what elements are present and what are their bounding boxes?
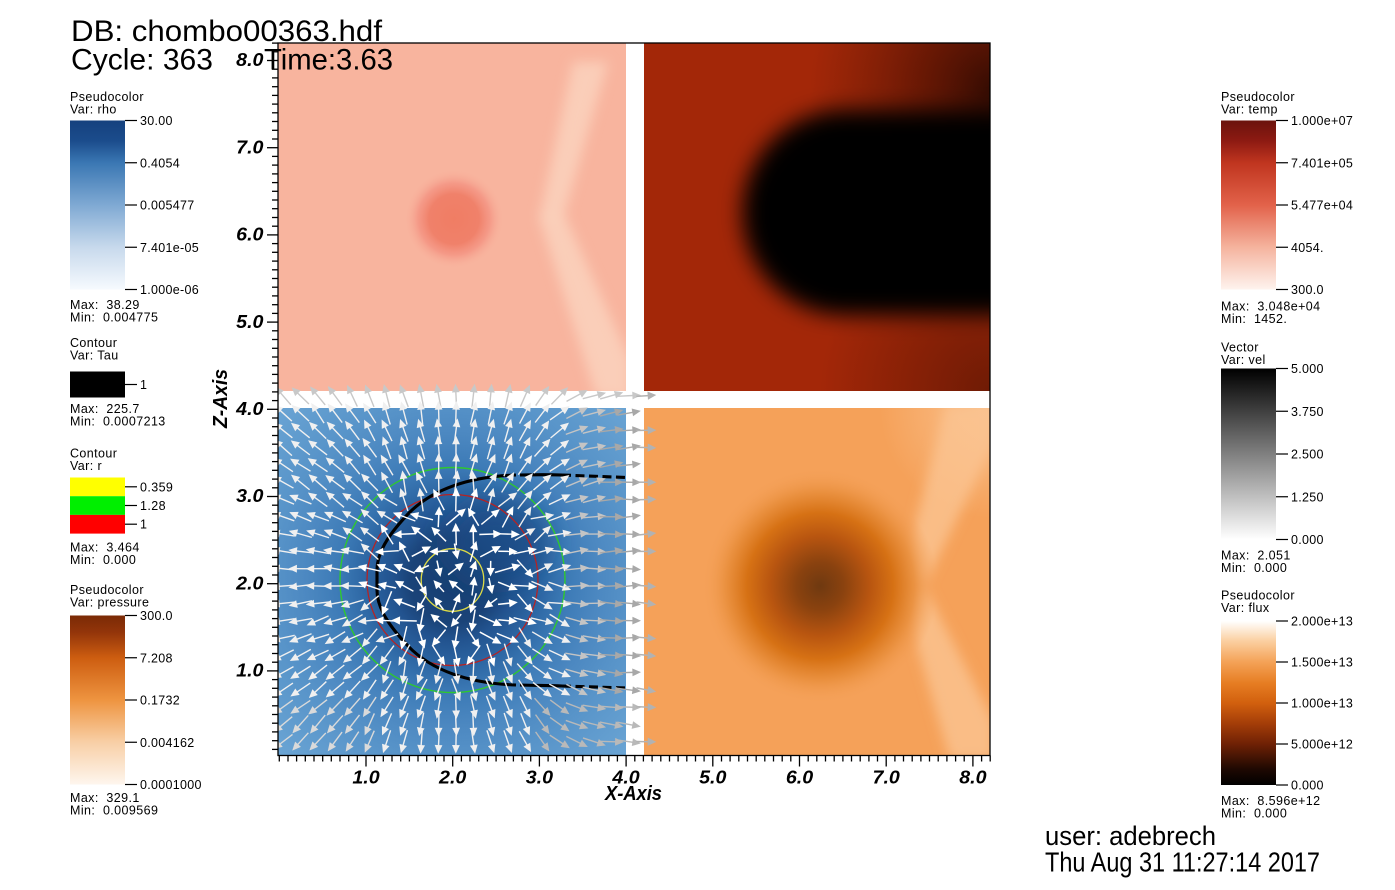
svg-text:5.0: 5.0 bbox=[699, 766, 727, 787]
svg-text:1.500e+13: 1.500e+13 bbox=[1291, 656, 1353, 670]
svg-text:Min: 1452.: Min: 1452. bbox=[1221, 312, 1287, 326]
svg-text:Min: 0.000: Min: 0.000 bbox=[1221, 807, 1287, 821]
svg-text:0.1732: 0.1732 bbox=[140, 694, 180, 708]
svg-text:Thu Aug 31 11:27:14 2017: Thu Aug 31 11:27:14 2017 bbox=[1045, 847, 1320, 878]
svg-text:2.000e+13: 2.000e+13 bbox=[1291, 615, 1353, 629]
svg-text:7.401e-05: 7.401e-05 bbox=[140, 241, 199, 255]
svg-text:8.0: 8.0 bbox=[236, 49, 264, 70]
svg-text:Min: 0.004775: Min: 0.004775 bbox=[70, 311, 158, 325]
svg-text:Vector: Vector bbox=[1221, 341, 1259, 355]
svg-text:2.500: 2.500 bbox=[1291, 448, 1324, 462]
svg-text:Contour: Contour bbox=[70, 336, 117, 350]
svg-text:Pseudocolor: Pseudocolor bbox=[1221, 589, 1295, 603]
svg-text:Time:3.63: Time:3.63 bbox=[264, 44, 393, 77]
svg-text:Var: pressure: Var: pressure bbox=[70, 596, 149, 610]
svg-text:Min: 0.000: Min: 0.000 bbox=[1221, 561, 1287, 575]
svg-text:Min: 0.009569: Min: 0.009569 bbox=[70, 804, 158, 818]
svg-text:Cycle: 363: Cycle: 363 bbox=[71, 44, 213, 77]
svg-text:1.000e-06: 1.000e-06 bbox=[140, 283, 199, 297]
svg-text:Max: 8.596e+12: Max: 8.596e+12 bbox=[1221, 794, 1320, 808]
svg-text:4.0: 4.0 bbox=[235, 398, 264, 419]
svg-text:5.0: 5.0 bbox=[236, 311, 264, 332]
svg-text:5.000: 5.000 bbox=[1291, 362, 1324, 376]
svg-text:Max: 225.7: Max: 225.7 bbox=[70, 402, 140, 416]
svg-text:1.0: 1.0 bbox=[352, 766, 380, 787]
svg-text:300.0: 300.0 bbox=[140, 609, 173, 623]
svg-text:Var: vel: Var: vel bbox=[1221, 353, 1266, 367]
svg-text:8.0: 8.0 bbox=[959, 766, 987, 787]
svg-text:Contour: Contour bbox=[70, 447, 117, 461]
svg-text:Max: 329.1: Max: 329.1 bbox=[70, 791, 140, 805]
svg-text:0.005477: 0.005477 bbox=[140, 199, 195, 213]
svg-text:Var: Tau: Var: Tau bbox=[70, 349, 119, 363]
svg-text:6.0: 6.0 bbox=[786, 766, 814, 787]
svg-text:Var: rho: Var: rho bbox=[70, 103, 117, 117]
svg-text:6.0: 6.0 bbox=[236, 224, 264, 245]
svg-text:Max: 2.051: Max: 2.051 bbox=[1221, 549, 1291, 563]
svg-text:1.28: 1.28 bbox=[140, 499, 166, 513]
svg-text:30.00: 30.00 bbox=[140, 114, 173, 128]
svg-text:0.0001000: 0.0001000 bbox=[140, 778, 202, 792]
svg-text:0.359: 0.359 bbox=[140, 480, 173, 494]
svg-text:3.0: 3.0 bbox=[526, 766, 554, 787]
svg-text:Min: 0.0007213: Min: 0.0007213 bbox=[70, 415, 166, 429]
svg-text:1.000e+07: 1.000e+07 bbox=[1291, 114, 1353, 128]
svg-text:1: 1 bbox=[140, 378, 147, 392]
svg-text:Min: 0.000: Min: 0.000 bbox=[70, 553, 136, 567]
svg-text:3.0: 3.0 bbox=[236, 485, 264, 506]
svg-text:1.000e+13: 1.000e+13 bbox=[1291, 697, 1353, 711]
svg-text:2.0: 2.0 bbox=[438, 766, 467, 787]
svg-text:Var: r: Var: r bbox=[70, 459, 102, 473]
svg-text:0.000: 0.000 bbox=[1291, 533, 1324, 547]
svg-text:1: 1 bbox=[140, 518, 147, 532]
svg-text:2.0: 2.0 bbox=[235, 572, 264, 593]
svg-text:300.0: 300.0 bbox=[1291, 283, 1324, 297]
svg-text:5.000e+12: 5.000e+12 bbox=[1291, 738, 1353, 752]
svg-text:4054.: 4054. bbox=[1291, 241, 1324, 255]
svg-text:0.4054: 0.4054 bbox=[140, 156, 180, 170]
svg-text:7.401e+05: 7.401e+05 bbox=[1291, 156, 1353, 170]
svg-text:Max: 38.29: Max: 38.29 bbox=[70, 298, 140, 312]
svg-text:0.000: 0.000 bbox=[1291, 779, 1324, 793]
svg-text:0.004162: 0.004162 bbox=[140, 736, 195, 750]
svg-text:Pseudocolor: Pseudocolor bbox=[70, 90, 144, 104]
svg-text:1.250: 1.250 bbox=[1291, 490, 1324, 504]
svg-text:Var: temp: Var: temp bbox=[1221, 103, 1278, 117]
svg-text:7.0: 7.0 bbox=[236, 136, 264, 157]
svg-text:Max: 3.464: Max: 3.464 bbox=[70, 541, 140, 555]
svg-text:7.0: 7.0 bbox=[873, 766, 901, 787]
svg-text:1.0: 1.0 bbox=[236, 660, 264, 681]
svg-text:Z-Axis: Z-Axis bbox=[210, 369, 232, 429]
svg-text:X-Axis: X-Axis bbox=[604, 783, 662, 805]
svg-text:Pseudocolor: Pseudocolor bbox=[70, 583, 144, 597]
svg-text:5.477e+04: 5.477e+04 bbox=[1291, 199, 1353, 213]
svg-text:3.750: 3.750 bbox=[1291, 405, 1324, 419]
svg-text:Pseudocolor: Pseudocolor bbox=[1221, 90, 1295, 104]
svg-text:user: adebrech: user: adebrech bbox=[1045, 821, 1216, 851]
svg-text:Var: flux: Var: flux bbox=[1221, 601, 1270, 615]
svg-text:4.0: 4.0 bbox=[611, 766, 640, 787]
svg-text:Max: 3.048e+04: Max: 3.048e+04 bbox=[1221, 300, 1320, 314]
svg-text:7.208: 7.208 bbox=[140, 651, 173, 665]
